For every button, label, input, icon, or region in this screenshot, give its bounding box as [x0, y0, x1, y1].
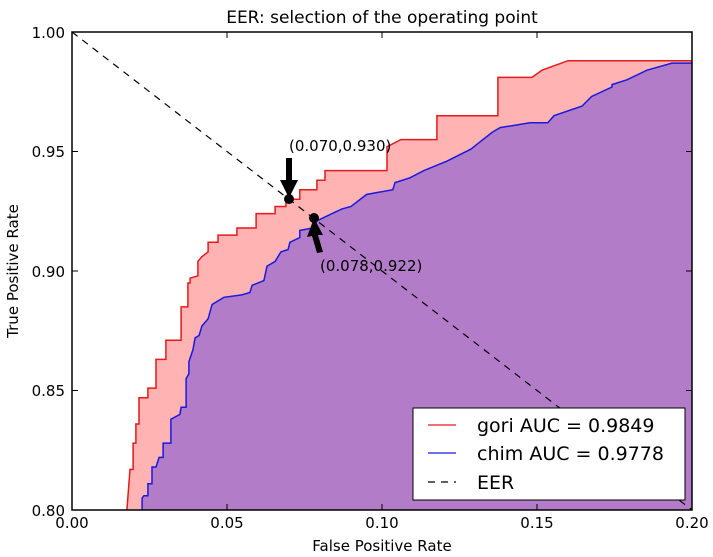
- legend-chim-label: chim AUC = 0.9778: [477, 443, 664, 465]
- svg-text:0.80: 0.80: [32, 502, 65, 520]
- svg-text:0.05: 0.05: [210, 514, 243, 532]
- annotation-gori-eer: (0.070,0.930): [280, 137, 391, 204]
- x-tick-labels: 0.00 0.05 0.10 0.15 0.20: [55, 514, 708, 532]
- annotation-chim-eer: (0.078,0.922): [307, 213, 422, 275]
- y-tick-labels: 0.80 0.85 0.90 0.95 1.00: [32, 24, 65, 520]
- chim-eer-label: (0.078,0.922): [320, 257, 422, 275]
- svg-text:1.00: 1.00: [32, 24, 65, 42]
- y-ticks: [72, 151, 692, 391]
- x-ticks: [226, 32, 538, 510]
- y-axis-label: True Positive Rate: [4, 204, 22, 339]
- svg-text:0.95: 0.95: [32, 143, 65, 161]
- up-arrow-icon: [307, 218, 323, 253]
- svg-text:0.15: 0.15: [520, 514, 553, 532]
- svg-text:0.85: 0.85: [32, 382, 65, 400]
- down-arrow-icon: [280, 158, 298, 198]
- plot-area: [72, 32, 692, 510]
- legend: gori AUC = 0.9849 chim AUC = 0.9778 EER: [412, 407, 686, 501]
- svg-text:0.00: 0.00: [55, 514, 88, 532]
- svg-text:0.10: 0.10: [365, 514, 398, 532]
- svg-text:0.20: 0.20: [675, 514, 708, 532]
- x-axis-label: False Positive Rate: [312, 537, 451, 555]
- chim-eer-point: [309, 213, 319, 223]
- chart-title: EER: selection of the operating point: [226, 8, 538, 28]
- gori-eer-point: [284, 194, 294, 204]
- gori-eer-label: (0.070,0.930): [289, 137, 391, 155]
- svg-text:0.90: 0.90: [32, 263, 65, 281]
- legend-gori-label: gori AUC = 0.9849: [477, 415, 654, 437]
- gori-roc-line: [126, 59, 692, 510]
- legend-eer-label: EER: [477, 472, 514, 494]
- chim-area-fill: [142, 63, 692, 510]
- chim-roc-line: [141, 62, 692, 510]
- legend-box: [412, 407, 686, 501]
